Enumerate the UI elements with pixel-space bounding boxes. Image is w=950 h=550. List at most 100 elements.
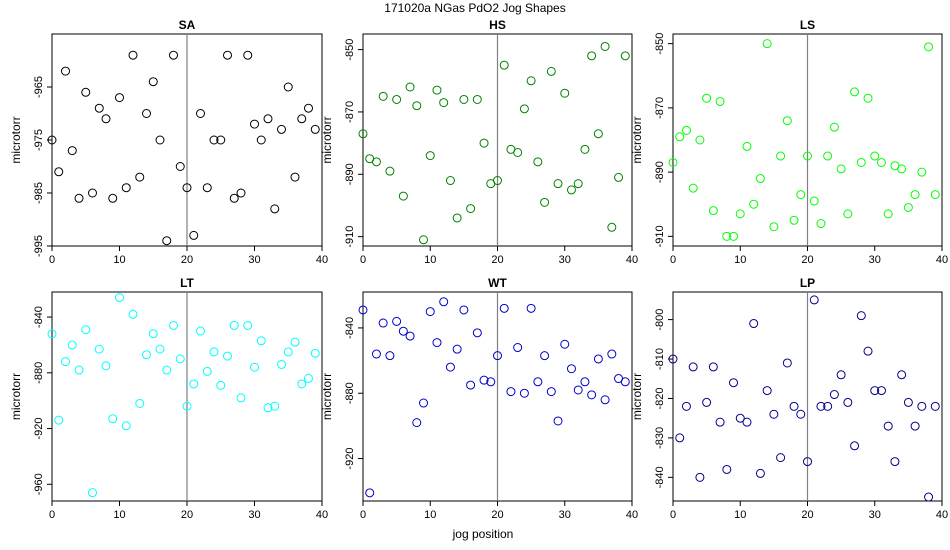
data-point [115,293,124,303]
data-point [587,390,597,400]
x-tick-label: 20 [491,509,503,521]
data-point [930,190,940,200]
data-point [809,295,819,305]
data-point [749,199,759,209]
y-tick-label: -880 [33,362,45,384]
data-point [769,409,779,419]
data-point [782,116,792,126]
x-tick-label: 20 [181,254,193,266]
data-point [816,401,826,411]
x-tick-label: 10 [113,254,125,266]
x-tick-label: 10 [424,509,436,521]
data-point [614,172,624,182]
y-tick-label: -920 [33,418,45,440]
data-point [553,179,563,189]
data-point [385,351,395,361]
data-point [499,303,509,313]
data-point [809,196,819,206]
panel-title: WT [488,276,507,290]
data-point [310,124,320,134]
data-point [546,387,556,397]
x-tick-label: 30 [559,254,571,266]
x-tick-label: 30 [869,509,881,521]
data-point [715,96,725,106]
data-point [876,157,886,167]
data-point [148,77,158,87]
data-point [681,401,691,411]
data-point [708,362,718,372]
data-point [47,135,57,145]
y-tick-label: -985 [33,182,45,204]
data-point [135,172,145,182]
data-point [392,94,402,104]
data-point [196,109,205,118]
data-point [162,365,172,375]
data-point [169,50,178,60]
data-point [263,114,273,124]
data-point [513,147,523,157]
data-point [930,401,940,411]
data-point [762,39,772,49]
data-point [803,151,812,161]
data-point [101,114,111,124]
data-point [189,230,199,240]
panel-title: HS [489,18,506,32]
x-tick-label: 20 [801,254,813,266]
x-tick-label: 0 [670,254,676,266]
y-tick-label: -820 [654,387,666,409]
data-point [675,433,685,443]
data-point [88,488,97,498]
data-point [121,183,131,193]
data-point [870,386,880,396]
data-point [702,397,712,407]
y-tick-label: -975 [33,129,45,151]
data-point [782,358,792,368]
data-point [803,457,812,467]
y-axis-label: microtorr [320,116,334,163]
data-point [392,316,402,326]
data-point [789,215,799,225]
y-tick-label: -850 [654,33,666,55]
data-point [277,359,286,369]
data-point [903,202,913,212]
x-tick-label: 0 [360,254,366,266]
data-point [365,488,375,498]
data-point [668,157,678,167]
data-point [189,379,199,389]
data-point [229,193,239,203]
data-point [580,377,590,387]
data-point [729,378,739,388]
data-point [580,144,590,154]
data-point [829,390,839,400]
data-point [856,157,866,167]
panel-wt: WT microtorr 0 10 20 30 40 -920 -880 -840 [320,276,638,521]
data-point [229,320,239,330]
data-point [668,354,678,364]
data-point [607,222,617,232]
data-point [924,492,934,502]
data-point [445,362,455,372]
data-point [236,393,246,403]
data-point [566,364,576,374]
x-tick-label: 10 [734,509,746,521]
data-point [776,453,786,463]
x-tick-label: 10 [113,509,125,521]
data-point [439,98,449,108]
data-point [290,337,300,347]
data-point [405,331,415,341]
data-point [371,157,381,167]
x-tick-label: 0 [360,509,366,521]
data-point [546,66,556,76]
data-point [695,472,705,482]
data-point [749,319,759,329]
y-tick-label: -840 [33,306,45,328]
data-point [101,361,111,371]
data-point [486,377,496,387]
y-tick-label: -870 [654,97,666,119]
panel-title: LP [800,276,815,290]
data-point [843,397,853,407]
data-point [148,329,158,339]
data-point [890,457,900,467]
data-point [843,209,853,219]
